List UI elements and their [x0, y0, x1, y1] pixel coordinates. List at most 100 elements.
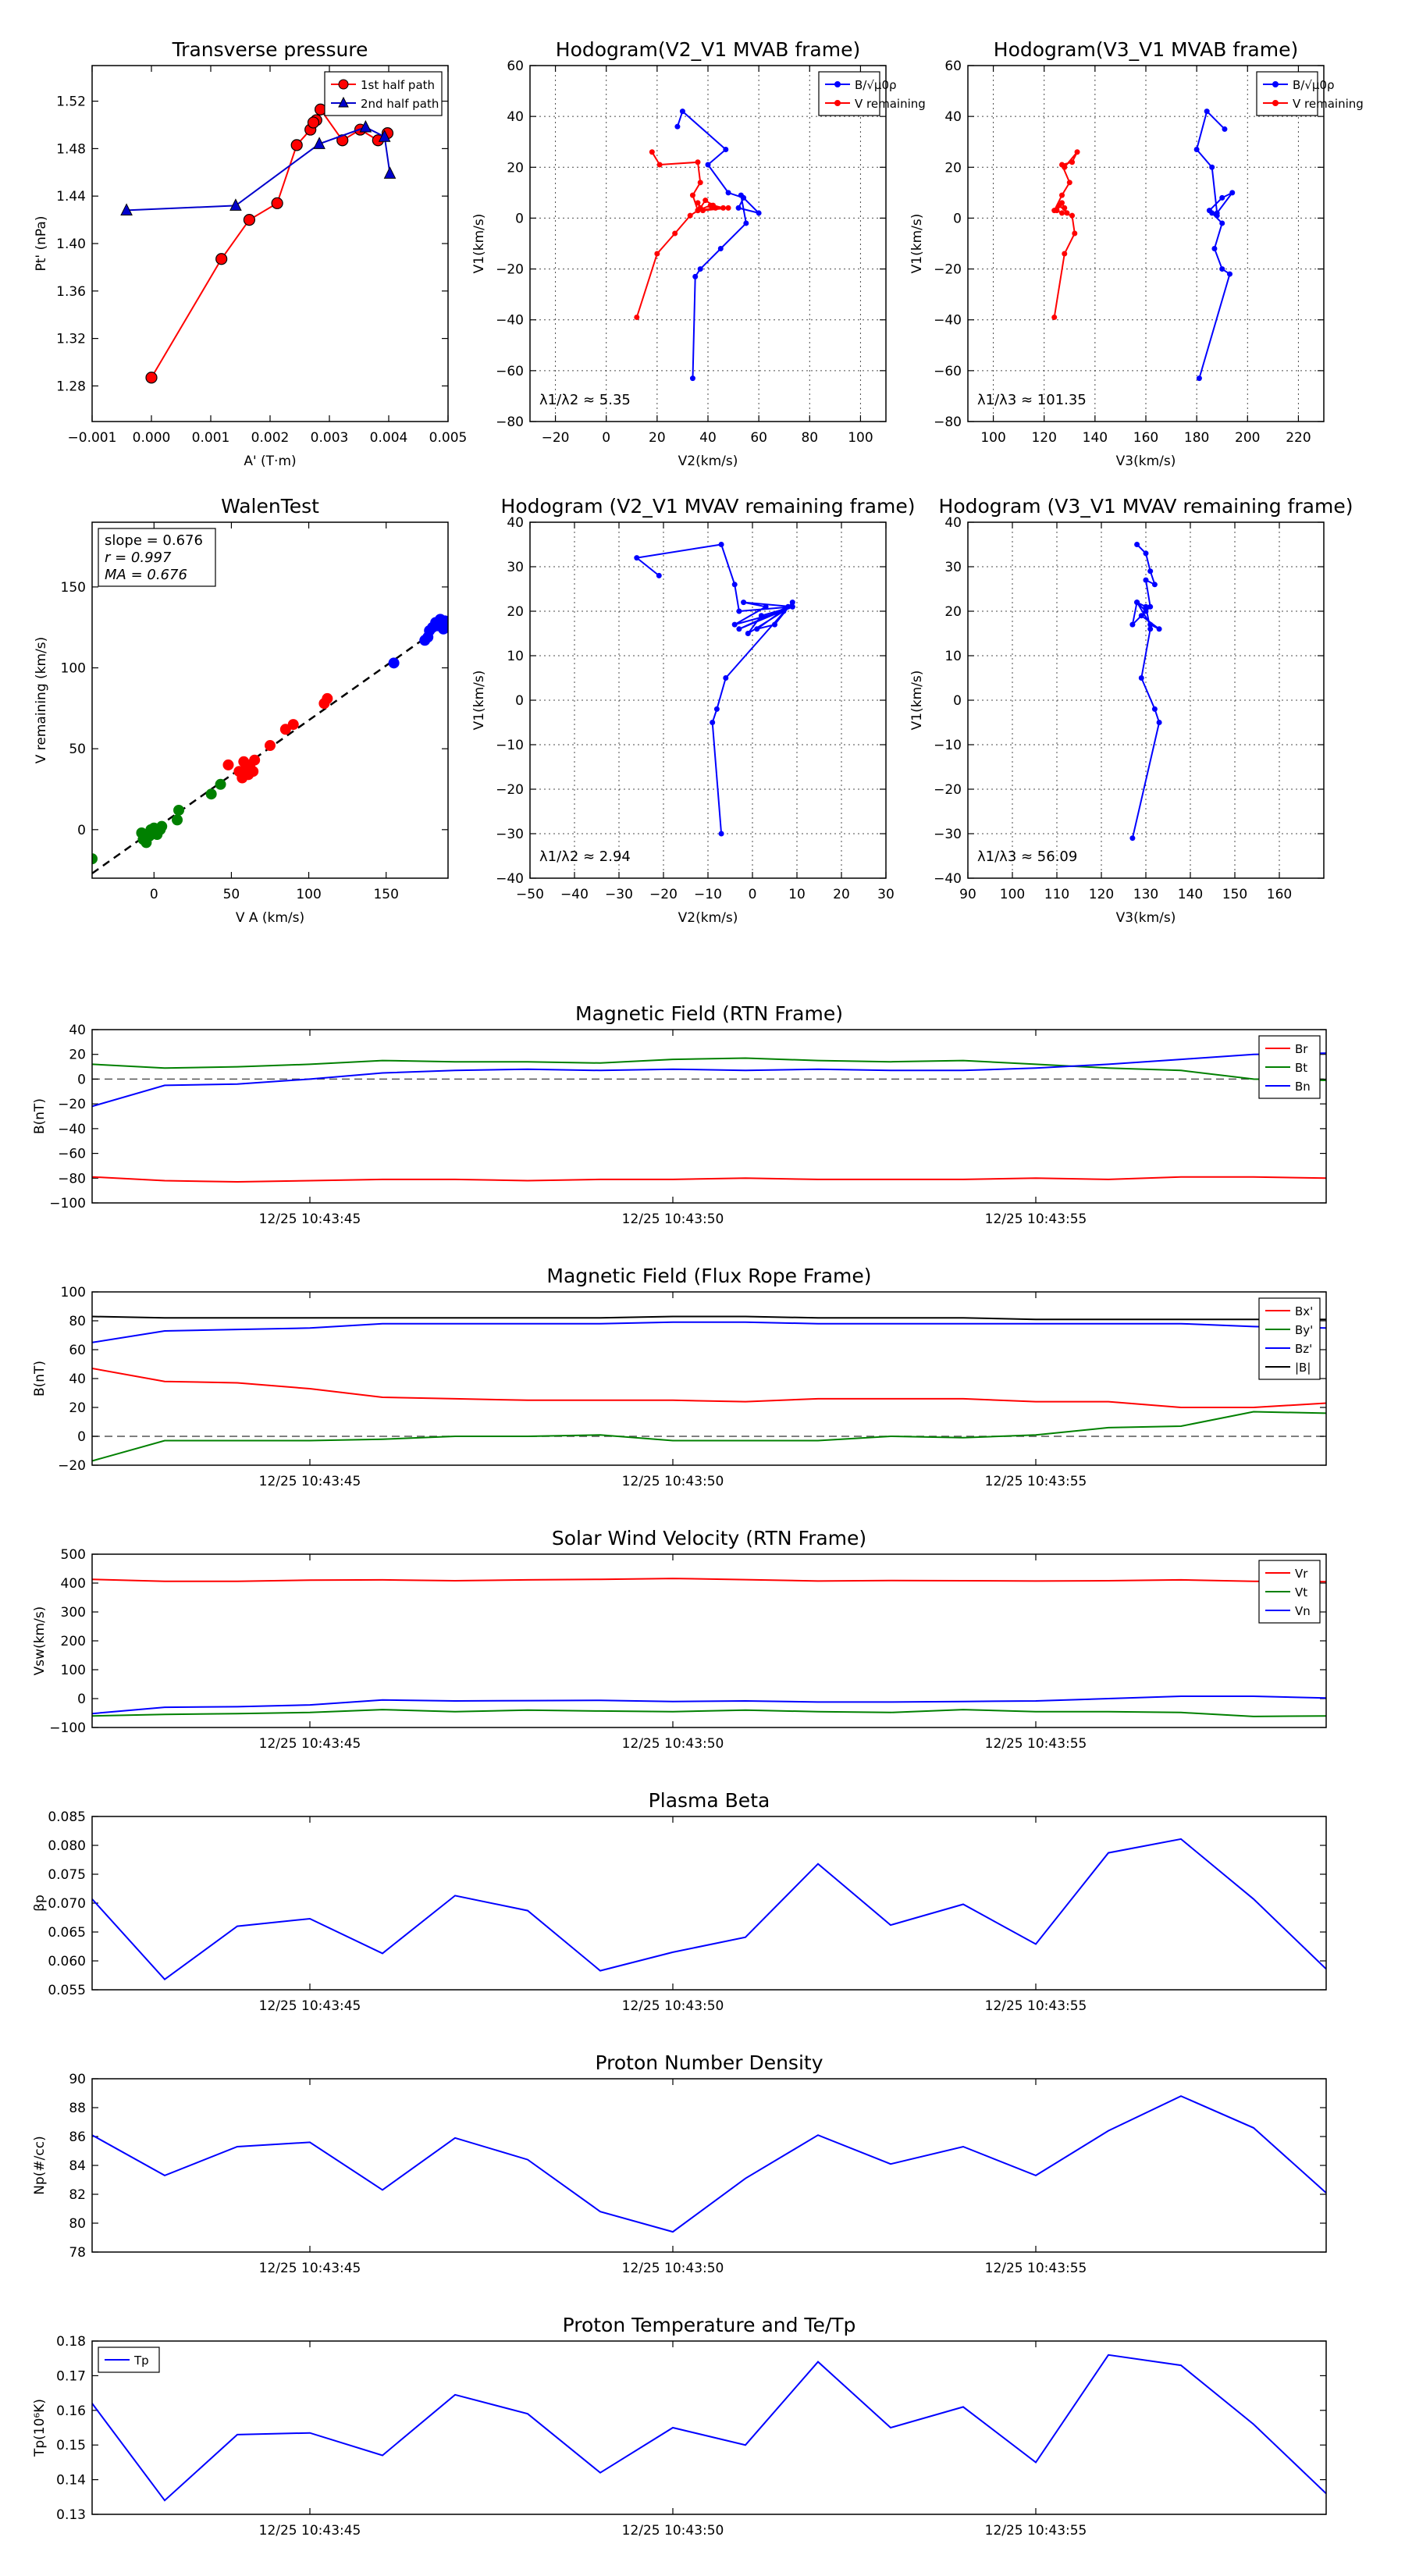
data-point: [731, 621, 738, 628]
data-point: [243, 214, 255, 226]
y-tick-label: 1.40: [56, 237, 86, 252]
legend-marker: [834, 81, 841, 87]
y-tick-label: −20: [934, 782, 962, 798]
data-point: [1193, 146, 1200, 152]
y-tick-label: 1.28: [56, 379, 86, 394]
y-tick-label: 80: [69, 2216, 86, 2232]
y-tick-label: 20: [944, 160, 962, 176]
data-point: [145, 372, 158, 384]
data-point: [1156, 626, 1162, 632]
y-tick-label: −80: [58, 1171, 86, 1187]
legend-label: Tp: [133, 2354, 149, 2368]
y-tick-label: −40: [934, 313, 962, 329]
y-tick-label: −60: [934, 364, 962, 379]
x-tick-label: 12/25 10:43:45: [259, 1474, 361, 1489]
data-point: [1129, 621, 1136, 628]
x-tick-label: 60: [750, 430, 767, 446]
y-tick-label: 0.075: [48, 1867, 86, 1883]
chart-bfield_fr: Magnetic Field (Flux Rope Frame) 12/25 10…: [32, 1265, 1327, 1489]
plot-frame: [91, 1029, 1327, 1204]
y-tick-label: −20: [58, 1458, 86, 1474]
x-tick-label: 0: [602, 430, 610, 446]
y-tick-label: 0.17: [56, 2368, 86, 2384]
chart-title: Solar Wind Velocity (RTN Frame): [552, 1527, 866, 1550]
y-tick-label: 60: [507, 59, 524, 74]
x-tick-label: −40: [560, 887, 589, 902]
data-point: [674, 123, 681, 130]
legend: 1st half path 2nd half path: [324, 71, 443, 116]
data-point: [1074, 149, 1080, 155]
data-point: [1062, 164, 1068, 170]
legend-label: Vr: [1295, 1567, 1308, 1581]
data-point: [279, 724, 291, 735]
data-point: [1051, 208, 1058, 214]
x-tick-label: 12/25 10:43:45: [259, 1998, 361, 2014]
chart-velocity: Solar Wind Velocity (RTN Frame) 12/25 10:…: [32, 1527, 1327, 1752]
plot-frame: [91, 521, 449, 879]
data-point: [1143, 603, 1149, 610]
legend-label: B/√μ0ρ: [855, 78, 897, 92]
data-point: [1062, 205, 1068, 211]
chart-hodo4: Hodogram (V3_V1 MVAV remaining frame) 90 1…: [909, 495, 1353, 926]
stats-box: [98, 528, 216, 587]
chart-title: Proton Temperature and Te/Tp: [563, 2314, 856, 2336]
plot-area: [92, 1578, 1326, 1717]
data-point: [741, 194, 747, 201]
data-point: [1222, 126, 1228, 132]
series-line-Vt: [92, 1709, 1326, 1717]
ratio-annotation: λ1/λ3 ≈ 56.09: [977, 849, 1077, 865]
data-point: [656, 162, 663, 168]
y-tick-label: −20: [58, 1097, 86, 1112]
data-point: [249, 754, 261, 766]
data-point: [743, 220, 749, 226]
x-tick-label: 90: [959, 887, 976, 902]
legend-box: [324, 71, 443, 116]
plot-area: [634, 109, 762, 382]
data-point: [707, 202, 713, 208]
data-point: [763, 603, 769, 610]
x-tick-label: 180: [1184, 430, 1209, 446]
legend: Vr Vt Vn: [1258, 1560, 1321, 1624]
chart-title: Proton Number Density: [596, 2051, 823, 2074]
data-point: [689, 375, 695, 382]
data-point: [1051, 314, 1058, 320]
data-point: [679, 109, 685, 115]
data-point: [1196, 375, 1202, 382]
y-tick-label: 10: [507, 649, 524, 664]
x-tick-label: 120: [1031, 430, 1056, 446]
data-point: [789, 600, 795, 606]
data-point: [1219, 220, 1225, 226]
x-tick-label: 12/25 10:43:50: [622, 2523, 724, 2539]
data-point: [713, 706, 720, 712]
legend-marker: [834, 100, 841, 106]
data-point: [1066, 180, 1072, 186]
x-tick-label: 12/25 10:43:55: [985, 2261, 1087, 2276]
x-tick-label: 12/25 10:43:55: [985, 2523, 1087, 2539]
x-tick-label: 12/25 10:43:45: [259, 1212, 361, 1227]
data-point: [781, 608, 787, 614]
y-tick-label: 10: [944, 649, 962, 664]
y-tick-label: 1.36: [56, 284, 86, 300]
series-line-Bn: [92, 1052, 1326, 1108]
data-point: [1206, 208, 1212, 214]
x-tick-label: 50: [223, 887, 240, 902]
y-axis-label: Pt' (nPa): [34, 216, 49, 272]
y-tick-label: −10: [496, 738, 524, 753]
y-tick-label: 50: [69, 742, 86, 757]
x-tick-label: −10: [694, 887, 722, 902]
y-axis-label: V1(km/s): [909, 671, 925, 731]
chart-title: Transverse pressure: [172, 38, 368, 61]
y-tick-label: 0.055: [48, 1983, 86, 1998]
data-point: [720, 205, 727, 211]
y-tick-label: 40: [69, 1372, 86, 1387]
series-line-Tp: [92, 2354, 1326, 2502]
chart-hodo3: Hodogram (V2_V1 MVAV remaining frame) −50…: [471, 495, 915, 926]
x-tick-label: 12/25 10:43:50: [622, 1212, 724, 1227]
data-point: [1151, 582, 1158, 588]
legend: Br Bt Bn: [1258, 1035, 1321, 1099]
y-tick-label: 78: [69, 2245, 86, 2261]
data-point: [634, 314, 640, 320]
x-tick-label: 12/25 10:43:55: [985, 1998, 1087, 2014]
plot-frame: [91, 2078, 1327, 2253]
data-point: [271, 197, 283, 209]
